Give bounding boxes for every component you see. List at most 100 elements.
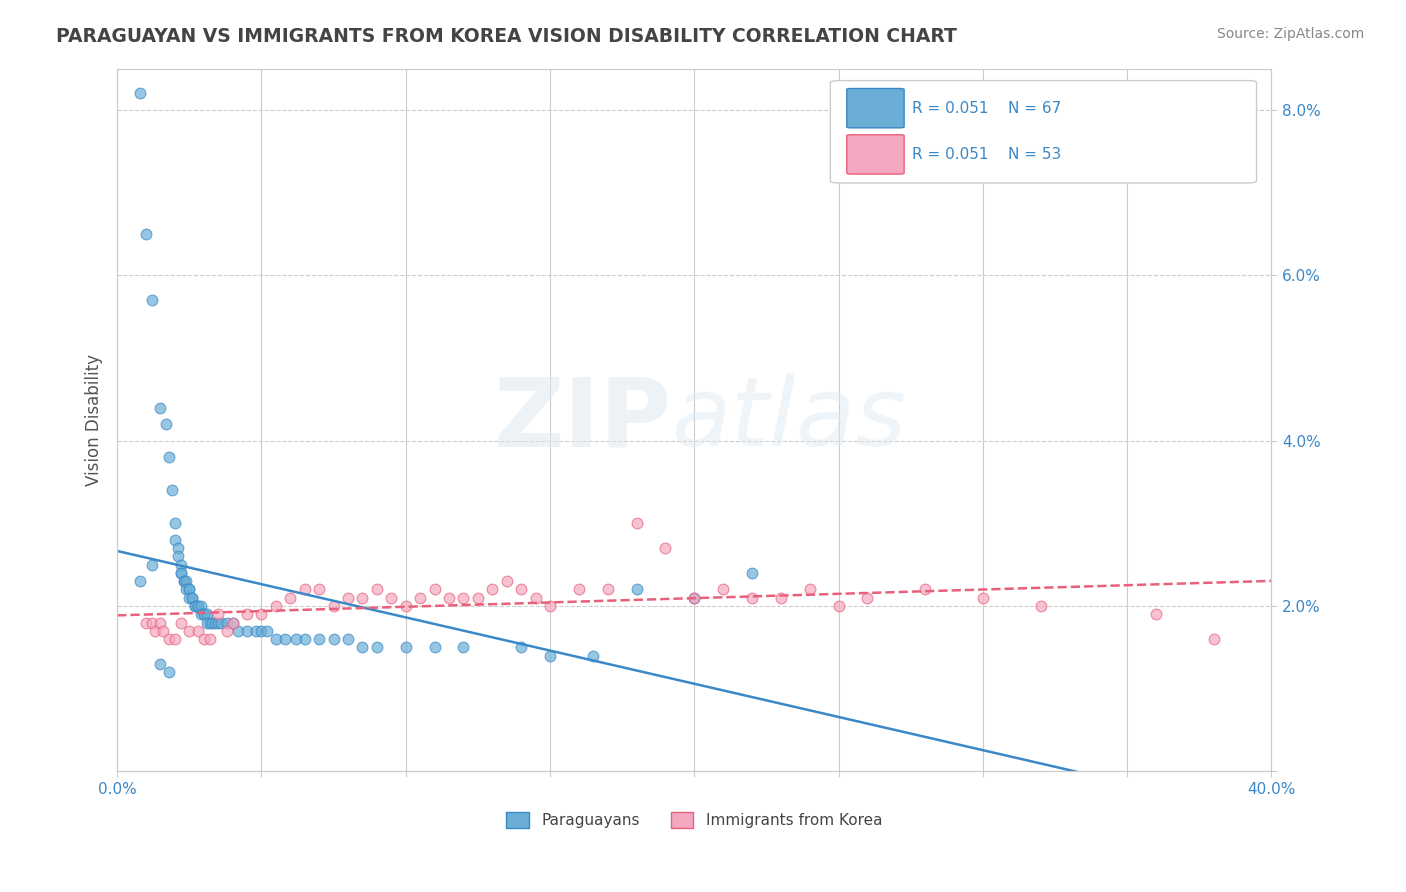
Point — [524, 591, 547, 605]
Point — [827, 599, 849, 613]
Point — [176, 582, 198, 597]
Y-axis label: Vision Disability: Vision Disability — [86, 354, 103, 486]
Point — [201, 615, 224, 630]
Point — [741, 591, 763, 605]
Point — [179, 591, 201, 605]
Point — [215, 624, 238, 638]
Point — [187, 624, 209, 638]
Point — [163, 516, 186, 531]
Point — [256, 624, 278, 638]
Point — [273, 632, 295, 646]
Point — [1029, 599, 1052, 613]
Point — [250, 624, 273, 638]
Point — [193, 607, 215, 622]
Point — [437, 591, 460, 605]
Point — [423, 582, 446, 597]
Point — [193, 632, 215, 646]
Point — [163, 533, 186, 547]
Point — [538, 599, 561, 613]
Point — [294, 582, 316, 597]
Point — [596, 582, 619, 597]
Point — [366, 582, 388, 597]
Point — [467, 591, 489, 605]
Point — [769, 591, 792, 605]
Point — [308, 582, 330, 597]
Point — [190, 607, 212, 622]
Point — [481, 582, 503, 597]
Point — [654, 541, 676, 555]
Point — [187, 599, 209, 613]
Point — [582, 648, 605, 663]
Point — [352, 640, 374, 655]
Point — [195, 607, 218, 622]
Point — [141, 615, 163, 630]
Point — [495, 574, 517, 589]
Point — [160, 483, 183, 498]
Point — [198, 615, 221, 630]
Point — [278, 591, 301, 605]
Point — [169, 566, 191, 580]
Text: ZIP: ZIP — [494, 374, 671, 467]
Point — [510, 640, 533, 655]
Point — [195, 615, 218, 630]
Point — [799, 582, 821, 597]
Point — [308, 632, 330, 646]
Point — [228, 624, 250, 638]
Point — [169, 558, 191, 572]
Point — [149, 615, 172, 630]
Point — [453, 640, 475, 655]
Point — [380, 591, 402, 605]
Point — [155, 417, 177, 431]
Point — [856, 591, 879, 605]
Point — [143, 624, 166, 638]
Point — [157, 665, 180, 680]
Point — [236, 624, 259, 638]
Point — [215, 615, 238, 630]
Point — [366, 640, 388, 655]
Point — [163, 632, 186, 646]
Point — [149, 401, 172, 415]
Point — [198, 632, 221, 646]
Legend: Paraguayans, Immigrants from Korea: Paraguayans, Immigrants from Korea — [501, 805, 889, 834]
Point — [135, 227, 157, 241]
Point — [166, 549, 188, 564]
Point — [135, 615, 157, 630]
Point — [179, 624, 201, 638]
Point — [626, 582, 648, 597]
Point — [352, 591, 374, 605]
Point — [337, 632, 360, 646]
Point — [181, 591, 204, 605]
Point — [294, 632, 316, 646]
Point — [538, 648, 561, 663]
Point — [221, 615, 243, 630]
Text: atlas: atlas — [671, 374, 907, 467]
Point — [285, 632, 308, 646]
Point — [190, 599, 212, 613]
Point — [173, 574, 195, 589]
Point — [129, 87, 152, 101]
Point — [181, 591, 204, 605]
Point — [152, 624, 174, 638]
Point — [157, 632, 180, 646]
Point — [169, 615, 191, 630]
Point — [453, 591, 475, 605]
Point — [141, 293, 163, 307]
Point — [423, 640, 446, 655]
Point — [129, 574, 152, 589]
Point — [409, 591, 432, 605]
Point — [176, 574, 198, 589]
Point — [207, 607, 229, 622]
Text: PARAGUAYAN VS IMMIGRANTS FROM KOREA VISION DISABILITY CORRELATION CHART: PARAGUAYAN VS IMMIGRANTS FROM KOREA VISI… — [56, 27, 957, 45]
Point — [207, 615, 229, 630]
Point — [568, 582, 591, 597]
Point — [711, 582, 734, 597]
Point — [741, 566, 763, 580]
Point — [250, 607, 273, 622]
Point — [972, 591, 994, 605]
Point — [683, 591, 706, 605]
Point — [209, 615, 232, 630]
Point — [141, 558, 163, 572]
Point — [626, 516, 648, 531]
Point — [683, 591, 706, 605]
Point — [245, 624, 267, 638]
